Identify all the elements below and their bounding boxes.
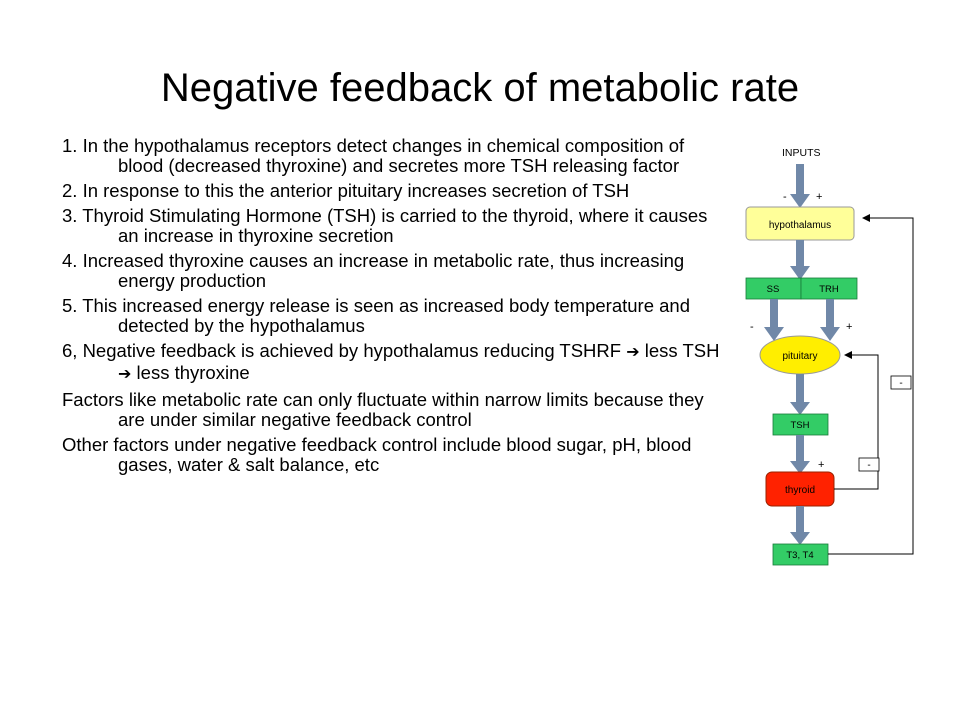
t3t4-box: T3, T4 bbox=[772, 543, 829, 566]
bullet-text: Factors like metabolic rate can only flu… bbox=[62, 389, 704, 430]
hypothalamus-label: hypothalamus bbox=[769, 220, 831, 231]
trh-plus-sign: + bbox=[846, 321, 852, 333]
ss-box: SS bbox=[745, 277, 802, 300]
input-minus-sign: - bbox=[783, 191, 787, 203]
bullet-point: 5. This increased energy release is seen… bbox=[62, 296, 722, 336]
right-arrow-icon: ➔ bbox=[118, 366, 132, 383]
tsh-box: TSH bbox=[772, 413, 829, 436]
bullet-text: 4. Increased thyroxine causes an increas… bbox=[62, 250, 685, 291]
bullet-text: less TSH bbox=[639, 340, 720, 361]
trh-label: TRH bbox=[819, 284, 839, 295]
arrow-pituitary-to-tsh bbox=[790, 374, 810, 415]
arrow-hypothalamus-to-releasing bbox=[790, 240, 810, 280]
hypothalamus-box: hypothalamus bbox=[745, 206, 855, 241]
pituitary-label: pituitary bbox=[782, 351, 817, 362]
bullet-point: 1. In the hypothalamus receptors detect … bbox=[62, 136, 722, 176]
bullet-text: 1. In the hypothalamus receptors detect … bbox=[62, 135, 685, 176]
arrow-inputs-to-hypothalamus bbox=[790, 164, 810, 208]
bullet-text: 6, Negative feedback is achieved by hypo… bbox=[62, 340, 627, 361]
t3t4-label: T3, T4 bbox=[786, 550, 813, 561]
pituitary-ellipse: pituitary bbox=[759, 335, 841, 375]
bullet-text: Other factors under negative feedback co… bbox=[62, 434, 692, 475]
bullet-point: Factors like metabolic rate can only flu… bbox=[62, 390, 722, 430]
bullet-text: 5. This increased energy release is seen… bbox=[62, 295, 690, 336]
inner-feedback-sign-box: - bbox=[858, 457, 880, 472]
arrow-trh-to-pituitary bbox=[820, 299, 840, 341]
slide-title: Negative feedback of metabolic rate bbox=[160, 66, 800, 110]
bullet-list: 1. In the hypothalamus receptors detect … bbox=[62, 136, 722, 480]
feedback-diagram: INPUTS - + hypothalamus SS TRH - + pitui… bbox=[745, 147, 914, 566]
arrow-tsh-to-thyroid bbox=[790, 435, 810, 474]
ss-minus-sign: - bbox=[750, 321, 754, 333]
arrow-ss-to-pituitary bbox=[764, 299, 784, 341]
bullet-point: 2. In response to this the anterior pitu… bbox=[62, 181, 722, 201]
inner-feedback-sign: - bbox=[867, 460, 870, 471]
tsh-plus-sign: + bbox=[818, 459, 824, 471]
tsh-label: TSH bbox=[791, 420, 810, 431]
bullet-point: 4. Increased thyroxine causes an increas… bbox=[62, 251, 722, 291]
input-plus-sign: + bbox=[816, 191, 822, 203]
inputs-label: INPUTS bbox=[782, 147, 821, 159]
bullet-point: 6, Negative feedback is achieved by hypo… bbox=[62, 341, 722, 385]
outer-feedback-sign-box: - bbox=[890, 375, 912, 390]
thyroid-label: thyroid bbox=[785, 485, 815, 496]
right-arrow-icon: ➔ bbox=[626, 344, 640, 361]
trh-box: TRH bbox=[800, 277, 858, 300]
bullet-point: Other factors under negative feedback co… bbox=[62, 435, 722, 475]
ss-label: SS bbox=[767, 284, 780, 295]
arrow-thyroid-to-t3t4 bbox=[790, 506, 810, 545]
outer-feedback-sign: - bbox=[899, 378, 902, 389]
bullet-text: 2. In response to this the anterior pitu… bbox=[62, 180, 630, 201]
feedback-loop-to-pituitary bbox=[834, 351, 879, 490]
bullet-text: 3. Thyroid Stimulating Hormone (TSH) is … bbox=[62, 205, 708, 246]
thyroid-box: thyroid bbox=[765, 471, 835, 507]
bullet-text: less thyroxine bbox=[131, 362, 250, 383]
feedback-loop-to-hypothalamus bbox=[828, 214, 914, 555]
bullet-point: 3. Thyroid Stimulating Hormone (TSH) is … bbox=[62, 206, 722, 246]
